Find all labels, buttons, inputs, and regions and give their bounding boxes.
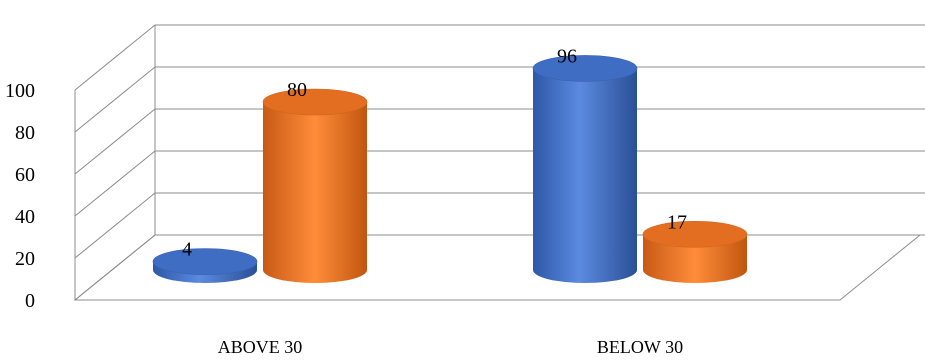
gridline (74, 192, 925, 259)
bar-above-30-series-1: 4 (152, 239, 258, 283)
bar-top (262, 88, 368, 116)
bar-top (152, 248, 258, 275)
bar-top (532, 55, 638, 82)
bar-body (643, 234, 747, 283)
data-label: 80 (287, 79, 307, 101)
bar-body (533, 68, 637, 284)
x-category-label: BELOW 30 (597, 337, 683, 357)
bar-below-30-series-1: 96 (532, 45, 638, 284)
chart-walls (73, 24, 925, 301)
data-label: 96 (557, 45, 577, 67)
bar-body (263, 102, 367, 283)
chart-bars: 4 80 96 17 (152, 45, 748, 284)
y-axis-ticks: 0 20 40 60 80 100 (5, 80, 35, 312)
y-tick-label: 80 (15, 122, 35, 144)
y-tick-label: 20 (15, 248, 35, 270)
y-tick-label: 100 (5, 80, 35, 102)
x-axis-labels: ABOVE 30 BELOW 30 (218, 337, 683, 357)
gridline (74, 66, 925, 133)
y-tick-label: 0 (25, 290, 35, 312)
bar-top (642, 221, 748, 248)
y-tick-label: 60 (15, 164, 35, 186)
data-label: 4 (182, 239, 192, 261)
x-category-label: ABOVE 30 (218, 337, 303, 357)
gridline (74, 24, 925, 91)
data-label: 17 (667, 211, 687, 233)
gridline (74, 108, 925, 175)
bar-below-30-series-2: 17 (642, 211, 748, 283)
y-tick-label: 40 (15, 206, 35, 228)
bar-above-30-series-2: 80 (262, 79, 368, 283)
chart-floor (73, 234, 922, 301)
gridline (74, 150, 925, 217)
